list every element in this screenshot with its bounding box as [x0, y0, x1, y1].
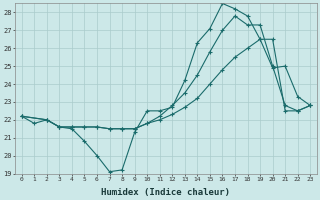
X-axis label: Humidex (Indice chaleur): Humidex (Indice chaleur) [101, 188, 230, 197]
